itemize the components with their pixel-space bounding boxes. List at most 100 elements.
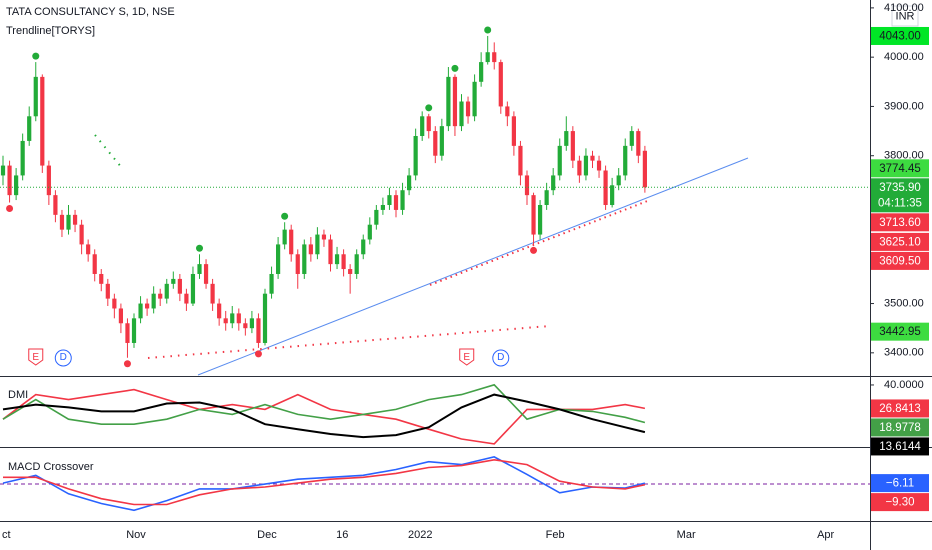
candle-body (158, 293, 163, 299)
candle-body (315, 234, 320, 255)
candle-body (190, 273, 196, 304)
price-badge-label: 3735.90 (879, 182, 921, 194)
indicator-line (2, 456, 646, 512)
indicator-line (3, 458, 646, 506)
price-badge-label: 3609.50 (879, 255, 921, 267)
pivot-high (32, 52, 40, 60)
currency-box[interactable] (891, 5, 919, 27)
pivot-high (484, 26, 492, 34)
candle-body (131, 318, 137, 343)
candle-body (334, 254, 340, 265)
price-badge (871, 213, 929, 232)
candle-body (99, 273, 104, 284)
candle-body (72, 214, 78, 225)
candle-body (40, 76, 45, 166)
event-marker-label: E (32, 352, 39, 363)
price-badge-label: 3625.10 (879, 236, 921, 248)
trendline (197, 157, 749, 376)
pivot-low (254, 350, 262, 358)
pivot-high (425, 104, 433, 112)
candle-body (27, 116, 32, 141)
candle-body (348, 269, 353, 274)
price-badge (871, 178, 929, 213)
value-badge-label: 18.9778 (879, 422, 921, 434)
candle-body (465, 101, 471, 117)
candle-body (511, 116, 516, 146)
x-tick-label: Dec (257, 529, 277, 541)
price-badge-label: 3713.60 (879, 217, 921, 229)
candle-body (223, 318, 228, 324)
value-badge-label: −6.11 (886, 478, 914, 490)
candle-body (426, 116, 431, 132)
candle-body (33, 76, 38, 117)
candle-body (570, 131, 575, 161)
y-tick-label: 3400.00 (884, 347, 924, 359)
indicator-line (2, 383, 646, 425)
value-badge (871, 474, 929, 493)
candle-body (544, 190, 549, 205)
x-tick-label: ct (2, 529, 11, 541)
candle-body (380, 204, 385, 210)
pivot-low (123, 360, 131, 368)
y-tick-label: 3800.00 (884, 150, 924, 162)
candle-body (256, 318, 261, 343)
candle-body (518, 145, 523, 176)
candle-body (564, 131, 569, 146)
candle-body (374, 209, 379, 225)
value-badge-label: 26.8413 (879, 403, 921, 415)
candle-body (531, 195, 536, 235)
candle-body (295, 254, 300, 274)
candle-body (623, 145, 628, 176)
candle-body (387, 195, 392, 205)
pivot-high (281, 212, 289, 220)
candle-body (498, 62, 503, 107)
candle-body (79, 224, 84, 245)
event-marker (492, 349, 510, 367)
candle-body (262, 293, 268, 343)
candle-body (524, 175, 530, 196)
x-tick-label: Feb (546, 529, 565, 541)
candle-body (112, 298, 117, 309)
x-tick-label: Mar (677, 529, 696, 541)
currency: INR (896, 10, 915, 22)
candle-body (14, 175, 19, 196)
value-badge-label: 13.6144 (879, 441, 921, 453)
candle-body (105, 283, 110, 299)
pivot-low (530, 246, 538, 254)
candle-body (92, 254, 97, 274)
candle-body (302, 244, 307, 274)
candle-body (420, 116, 425, 137)
candle-body (217, 303, 222, 319)
candle-body (210, 283, 215, 304)
price-badge (871, 232, 929, 251)
candle-body (616, 175, 621, 186)
candle-body (361, 239, 366, 255)
candle-body (308, 244, 313, 255)
price-badge-countdown: 04:11:35 (878, 197, 922, 209)
candle-body (505, 106, 510, 117)
event-marker-label: D (497, 352, 504, 363)
x-tick-label: 2022 (408, 529, 432, 541)
candle-body (86, 244, 91, 255)
candle-body (406, 175, 412, 191)
candle-body (439, 126, 444, 156)
price-badge (871, 322, 929, 341)
price-badge-label: 4043.00 (879, 31, 921, 43)
y-tick-label: 4100.00 (884, 2, 924, 14)
candle-body (184, 293, 189, 304)
candle-body (177, 278, 182, 294)
x-tick-label: Apr (817, 529, 834, 541)
candle-body (400, 190, 405, 210)
indicator-line (2, 388, 646, 445)
event-marker (54, 349, 72, 367)
candle-body (642, 150, 647, 188)
candle-body (59, 214, 65, 230)
value-badge (871, 493, 929, 512)
candle-body (413, 136, 418, 176)
price-badge-label: 3442.95 (879, 326, 921, 338)
candle-body (328, 239, 333, 265)
indicator-line (2, 393, 646, 439)
indicator-title: DMI (8, 389, 28, 401)
